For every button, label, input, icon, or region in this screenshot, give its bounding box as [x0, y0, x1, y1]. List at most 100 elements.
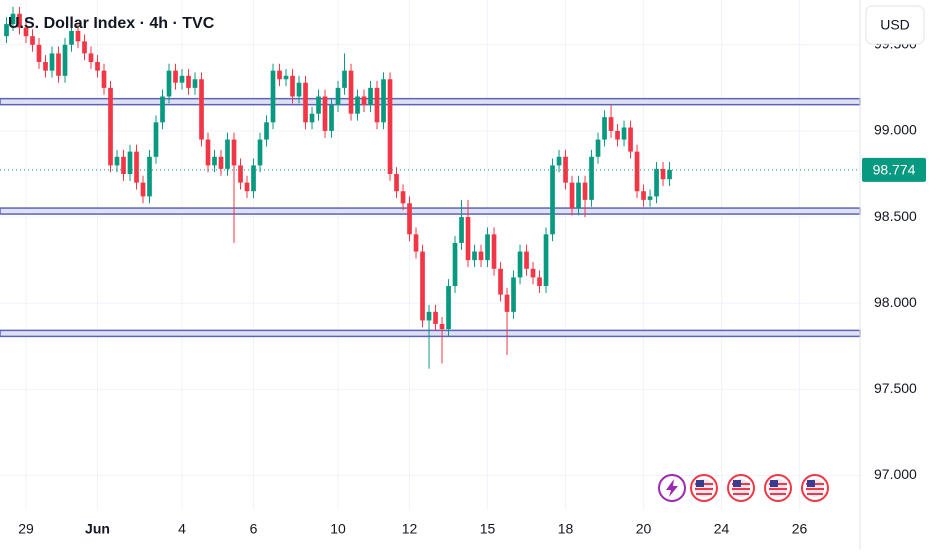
candle-body	[251, 165, 256, 192]
candle-body	[641, 191, 646, 200]
candle-body	[316, 96, 321, 114]
candle-body	[381, 79, 386, 123]
flag-icon[interactable]	[727, 474, 755, 502]
candle-body	[95, 62, 100, 71]
x-tick-label: 15	[480, 521, 496, 537]
candle-body	[595, 139, 601, 157]
candle-body	[647, 196, 653, 200]
candle-body	[439, 323, 445, 330]
candle-body	[511, 277, 516, 312]
candle-body	[127, 151, 133, 175]
candle-body	[413, 234, 419, 252]
candle-body	[231, 139, 237, 166]
candle-body	[244, 182, 250, 192]
candle-body	[472, 251, 477, 261]
candle-body	[303, 82, 308, 123]
candle-body	[114, 156, 120, 166]
candle-body	[82, 41, 87, 54]
candle-body	[582, 182, 588, 200]
candle-body	[342, 70, 347, 88]
candle-body	[10, 13, 16, 25]
candle-body	[101, 70, 107, 88]
candle-body	[660, 168, 666, 180]
candle-body	[452, 242, 458, 287]
candle-body	[459, 217, 464, 243]
candle-body	[556, 156, 562, 166]
candle-body	[205, 139, 211, 166]
candle-body	[407, 203, 412, 235]
candle-body	[329, 105, 334, 131]
candle-body	[420, 251, 425, 321]
candle-body	[563, 156, 568, 183]
x-tick-label: 29	[18, 521, 34, 537]
candle-body	[56, 53, 61, 76]
candle-body	[257, 139, 263, 166]
x-tick-label: Jun	[85, 521, 110, 537]
candle-body	[173, 70, 178, 83]
flag-icon[interactable]	[764, 474, 792, 502]
candle-body	[309, 113, 315, 123]
candle-body	[569, 182, 575, 209]
x-tick-label: 10	[330, 521, 346, 537]
candle-body	[160, 96, 165, 123]
candle-body	[602, 117, 607, 140]
currency-label: USD	[880, 17, 910, 33]
currency-button[interactable]	[865, 5, 925, 45]
candle-body	[264, 122, 269, 140]
candle-body	[368, 87, 373, 106]
candle-body	[296, 82, 302, 97]
candle-body	[212, 156, 217, 166]
candle-body	[108, 87, 113, 166]
candle-body	[543, 234, 549, 287]
candle-body	[277, 70, 282, 80]
candle-body	[62, 44, 68, 76]
candle-body	[667, 169, 672, 180]
candle-body	[238, 165, 243, 183]
candle-body	[17, 13, 22, 28]
candle-body	[374, 87, 380, 123]
candle-body	[30, 36, 35, 45]
candle-body	[491, 234, 497, 269]
level-band	[0, 97, 861, 106]
candle-body	[361, 96, 367, 106]
candle-body	[576, 182, 581, 209]
candle-body	[134, 151, 139, 183]
x-tick-label: 18	[558, 521, 574, 537]
candle-body	[166, 70, 172, 97]
candle-body	[4, 24, 9, 37]
candle-body	[400, 191, 406, 204]
candle-body	[504, 294, 510, 312]
candle-body	[43, 62, 48, 71]
candle-body	[186, 75, 191, 88]
lightning	[666, 479, 678, 497]
candle-body	[608, 117, 614, 131]
candle-body	[498, 268, 503, 295]
candle-body	[446, 286, 451, 330]
candle-body	[121, 156, 126, 175]
x-tick-label: 6	[250, 521, 258, 537]
candle-body	[147, 156, 152, 197]
candle-body	[75, 31, 81, 42]
chart-title: U.S. Dollar Index · 4h · TVC	[8, 15, 215, 32]
candle-body	[634, 151, 640, 192]
candle-body	[335, 87, 341, 106]
flag-icon[interactable]	[690, 474, 718, 502]
level-band	[0, 329, 861, 338]
candle-body	[218, 156, 224, 169]
candle-body	[283, 75, 289, 80]
candle-body	[69, 31, 74, 45]
flag-icon[interactable]	[801, 474, 829, 502]
y-tick-label: 97.500	[874, 380, 917, 396]
candle-body	[628, 127, 633, 152]
candle-body	[88, 53, 94, 63]
candle-body	[270, 70, 276, 123]
candle-body	[49, 53, 55, 71]
event-icons	[658, 474, 829, 502]
candle-body	[192, 79, 198, 88]
candle-body	[290, 75, 295, 97]
x-tick-label: 20	[636, 521, 652, 537]
candle-body	[465, 217, 471, 261]
candle-body	[485, 234, 490, 261]
y-tick-label: 98.000	[874, 294, 917, 310]
